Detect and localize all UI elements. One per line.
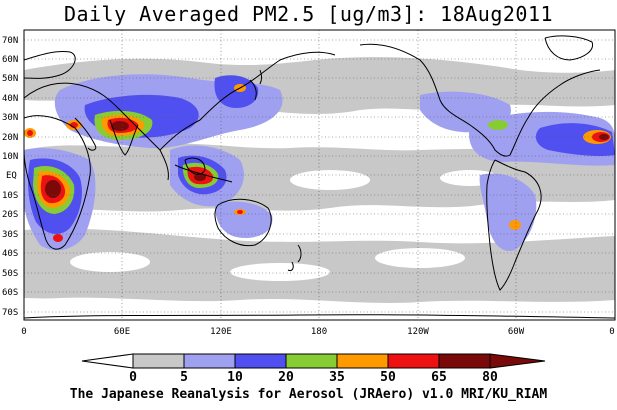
field-darkred-india (111, 121, 129, 131)
lat-labels: 70N 60N 50N 40N 30N 20N 10N EQ 10S 20S 3… (2, 36, 18, 318)
credit-line: The Japanese Reanalysis for Aerosol (JRA… (69, 387, 548, 402)
lon-label-0-left: 0 (21, 327, 26, 337)
lat-label-60n: 60N (2, 55, 18, 65)
field-lightblue-us (420, 91, 511, 133)
field-red-southafrica (53, 234, 63, 242)
coast-arabia (74, 117, 97, 151)
coast-europe (24, 51, 76, 79)
coast-japan (249, 69, 262, 101)
field-red-westafrica (27, 130, 33, 136)
lon-label-60w: 60W (508, 327, 525, 337)
colorbar-segment-0 (81, 353, 134, 369)
colorbar-label-80: 80 (482, 370, 498, 385)
lat-label-40n: 40N (2, 94, 18, 104)
lon-label-0-right: 0 (609, 327, 614, 337)
lat-label-20n: 20N (2, 133, 18, 143)
lon-label-60e: 60E (114, 327, 130, 337)
field-lightblue-samerica (479, 173, 537, 251)
coast-africa (24, 115, 91, 250)
coast-antarctica (24, 314, 615, 319)
coast-northamerica (359, 43, 601, 157)
map-frame (23, 29, 616, 321)
colorbar-segment-3 (234, 353, 287, 369)
colorbar-label-0: 0 (129, 370, 137, 385)
lon-label-120w: 120W (407, 327, 429, 337)
colorbar-segment-6 (387, 353, 440, 369)
lat-label-40s: 40S (2, 249, 18, 259)
map-title: Daily Averaged PM2.5 [ug/m3]: 18Aug2011 (63, 2, 554, 26)
colorbar-segment-7 (438, 353, 491, 369)
lat-label-10n: 10N (2, 152, 18, 162)
colorbar-segment-5 (336, 353, 389, 369)
field-white-south-3 (375, 248, 465, 268)
colorbar-segment-1 (132, 353, 185, 369)
lat-label-70s: 70S (2, 308, 18, 318)
field-gray-south (24, 228, 615, 303)
colorbar-segment-8 (489, 353, 546, 369)
coast-seasia (159, 149, 233, 183)
colorbar-segment-2 (183, 353, 236, 369)
colorbar-label-20: 20 (278, 370, 294, 385)
field-white-south-2 (230, 263, 330, 281)
coast-newzealand (287, 244, 302, 271)
coast-australia (214, 198, 272, 247)
lat-label-70n: 70N (2, 36, 18, 46)
field-darkred-africa (45, 180, 61, 198)
coast-southamerica (486, 159, 542, 291)
field-orange-samerica (509, 220, 521, 230)
field-white-south-1 (70, 252, 150, 272)
lat-label-eq: EQ (6, 171, 17, 181)
gridlines (24, 30, 615, 320)
lat-label-10s: 10S (2, 191, 18, 201)
field-lightblue-australia (215, 201, 273, 238)
coast-greenland (544, 35, 594, 61)
colorbar-label-50: 50 (380, 370, 396, 385)
coastlines (24, 35, 615, 319)
lon-label-120e: 120E (210, 327, 232, 337)
field-red-aus (237, 210, 243, 214)
lat-label-50s: 50S (2, 269, 18, 279)
lat-label-50n: 50N (2, 74, 18, 84)
lat-label-60s: 60S (2, 288, 18, 298)
colorbar-segment-4 (285, 353, 338, 369)
field-darkred-atlantic (599, 134, 609, 140)
colorbar-label-5: 5 (180, 370, 188, 385)
colorbar-label-10: 10 (227, 370, 243, 385)
lon-labels: 0 60E 120E 180 120W 60W 0 (21, 327, 614, 337)
colorbar-label-35: 35 (329, 370, 345, 385)
lon-label-180: 180 (311, 327, 327, 337)
lat-label-30s: 30S (2, 230, 18, 240)
lat-label-30n: 30N (2, 113, 18, 123)
coast-borneo (184, 157, 206, 175)
concentration-field (24, 57, 615, 303)
coast-india (109, 119, 139, 156)
coast-eurasia (24, 51, 336, 151)
colorbar-label-65: 65 (431, 370, 447, 385)
field-white-trop-1 (290, 170, 370, 190)
lat-label-20s: 20S (2, 210, 18, 220)
colorbar: 0 5 10 20 35 50 65 80 (81, 353, 546, 385)
field-green-us (488, 120, 508, 130)
